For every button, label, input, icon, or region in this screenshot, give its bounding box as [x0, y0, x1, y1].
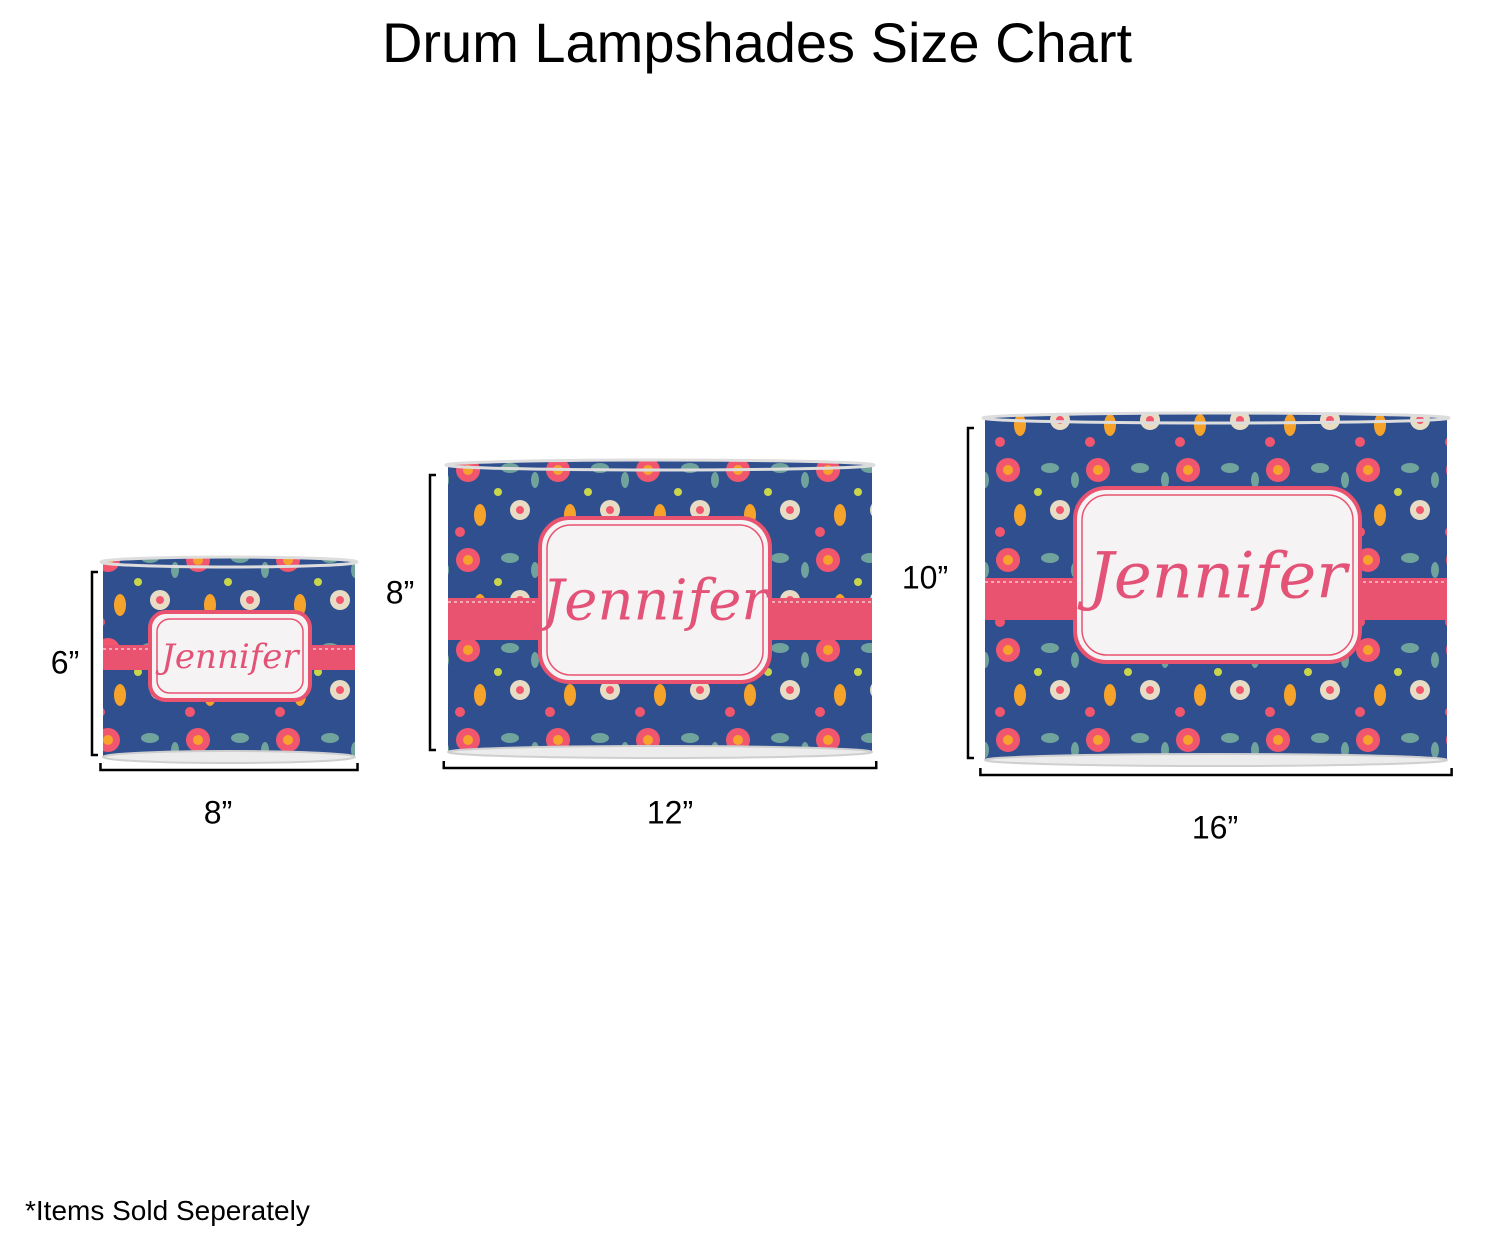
footnote: *Items Sold Seperately: [25, 1195, 310, 1226]
width-bracket: [979, 768, 1453, 777]
height-bracket: [428, 473, 436, 752]
shade-rim-bottom: [447, 745, 873, 759]
height-label: 10”: [902, 559, 948, 595]
name-plate: [538, 516, 772, 684]
name-text: Jennifer: [532, 569, 772, 634]
width-label: 16”: [1192, 809, 1238, 845]
width-label: 12”: [647, 794, 693, 830]
height-bracket: [966, 426, 974, 760]
lampshade: Jennifer: [981, 411, 1451, 767]
shade-rim-bottom: [984, 753, 1448, 767]
width-label: 8”: [204, 794, 232, 830]
name-plate-inner: [156, 618, 304, 694]
shade-rim-bottom: [102, 750, 356, 764]
name-plate: [1073, 486, 1362, 664]
name-text: Jennifer: [1077, 539, 1350, 613]
name-plate-inner: [1081, 494, 1354, 656]
height-bracket: [90, 570, 98, 757]
name-plate: [148, 610, 312, 702]
shade-rim-top: [981, 411, 1451, 425]
shade-rim-top: [444, 458, 876, 472]
name-plate-inner: [546, 524, 764, 676]
shade-rim-top: [99, 555, 359, 569]
height-label: 8”: [386, 574, 414, 610]
name-text: Jennifer: [155, 637, 300, 677]
lampshade: Jennifer: [444, 458, 876, 759]
height-label: 6”: [51, 644, 79, 680]
width-bracket: [442, 761, 878, 770]
lampshade: Jennifer: [99, 555, 359, 764]
width-bracket: [99, 763, 359, 772]
title: Drum Lampshades Size Chart: [382, 11, 1133, 74]
